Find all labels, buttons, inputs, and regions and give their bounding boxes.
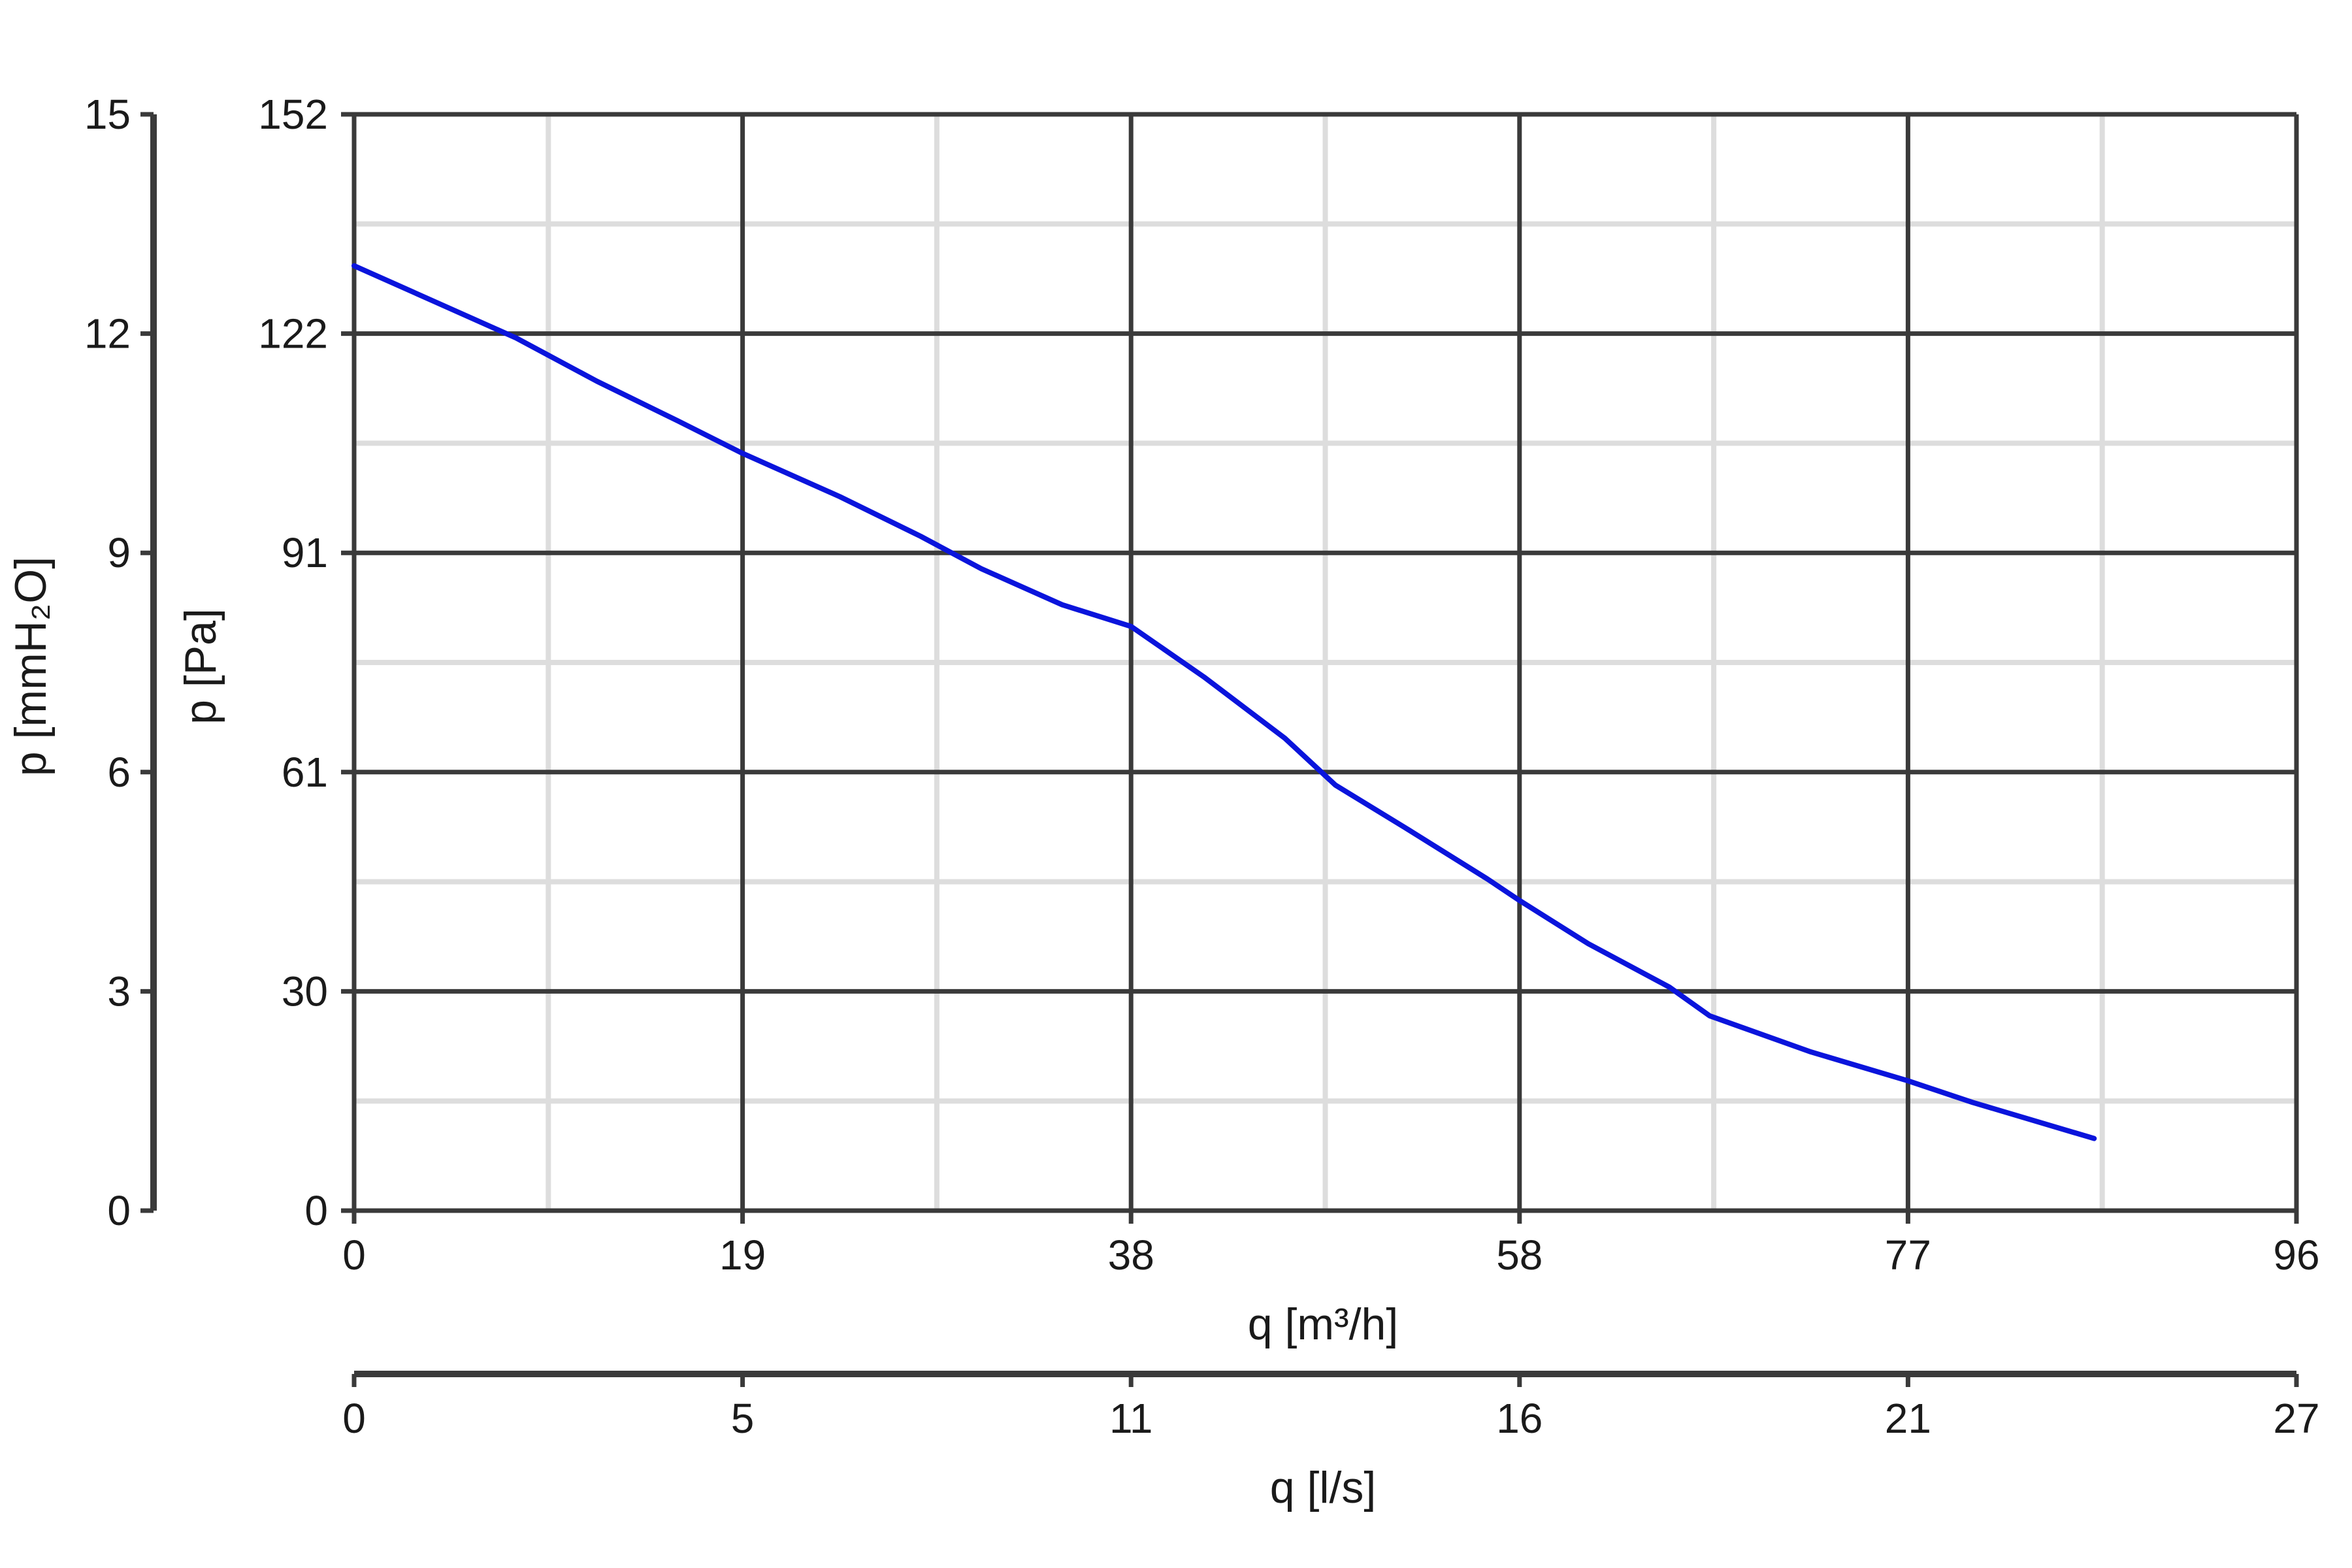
secondary-y-tick-label: 3 bbox=[107, 968, 131, 1015]
secondary-x-tick-label: 27 bbox=[2273, 1395, 2319, 1442]
x-tick-label: 19 bbox=[719, 1232, 766, 1279]
tick-labels: 0 19 38 58 77 96 0 30 61 91 122 152 0 5 11 16 21 27 0 3 6 9 12… bbox=[84, 91, 2320, 1442]
x-tick-label: 77 bbox=[1885, 1232, 1931, 1279]
y-tick-label: 61 bbox=[282, 749, 328, 796]
x-tick-label: 38 bbox=[1108, 1232, 1154, 1279]
series-line-0 bbox=[351, 263, 2097, 1141]
x-tick-label: 96 bbox=[2273, 1232, 2319, 1279]
secondary-y-tick-label: 12 bbox=[84, 310, 131, 357]
secondary-y-axis-title: p [mmH₂O] bbox=[6, 557, 56, 776]
y-axis-title: p [Pa] bbox=[176, 608, 225, 725]
x-tick-label: 0 bbox=[342, 1232, 366, 1279]
y-tick-label: 152 bbox=[258, 91, 328, 138]
y-tick-label: 30 bbox=[282, 968, 328, 1015]
secondary-x-tick-label: 5 bbox=[731, 1395, 755, 1442]
y-tick-label: 122 bbox=[258, 310, 328, 357]
secondary-y-tick-label: 9 bbox=[107, 529, 131, 576]
minor-grid bbox=[354, 114, 2296, 1211]
secondary-x-tick-label: 0 bbox=[342, 1395, 366, 1442]
secondary-x-tick-label: 16 bbox=[1496, 1395, 1543, 1442]
y-tick-label: 91 bbox=[282, 529, 328, 576]
major-grid bbox=[351, 112, 2299, 1213]
x-tick-label: 58 bbox=[1496, 1232, 1543, 1279]
secondary-x-tick-label: 21 bbox=[1885, 1395, 1931, 1442]
secondary-y-tick-label: 15 bbox=[84, 91, 131, 138]
secondary-y-tick-label: 0 bbox=[107, 1187, 131, 1234]
secondary-x-axis-title: q [l/s] bbox=[1270, 1463, 1377, 1512]
secondary-y-tick-label: 6 bbox=[107, 749, 131, 796]
axes bbox=[140, 112, 2299, 1387]
series-layer bbox=[351, 263, 2097, 1141]
secondary-x-tick-label: 11 bbox=[1109, 1395, 1152, 1442]
y-tick-label: 0 bbox=[304, 1187, 328, 1234]
x-axis-title: q [m³/h] bbox=[1248, 1299, 1399, 1349]
